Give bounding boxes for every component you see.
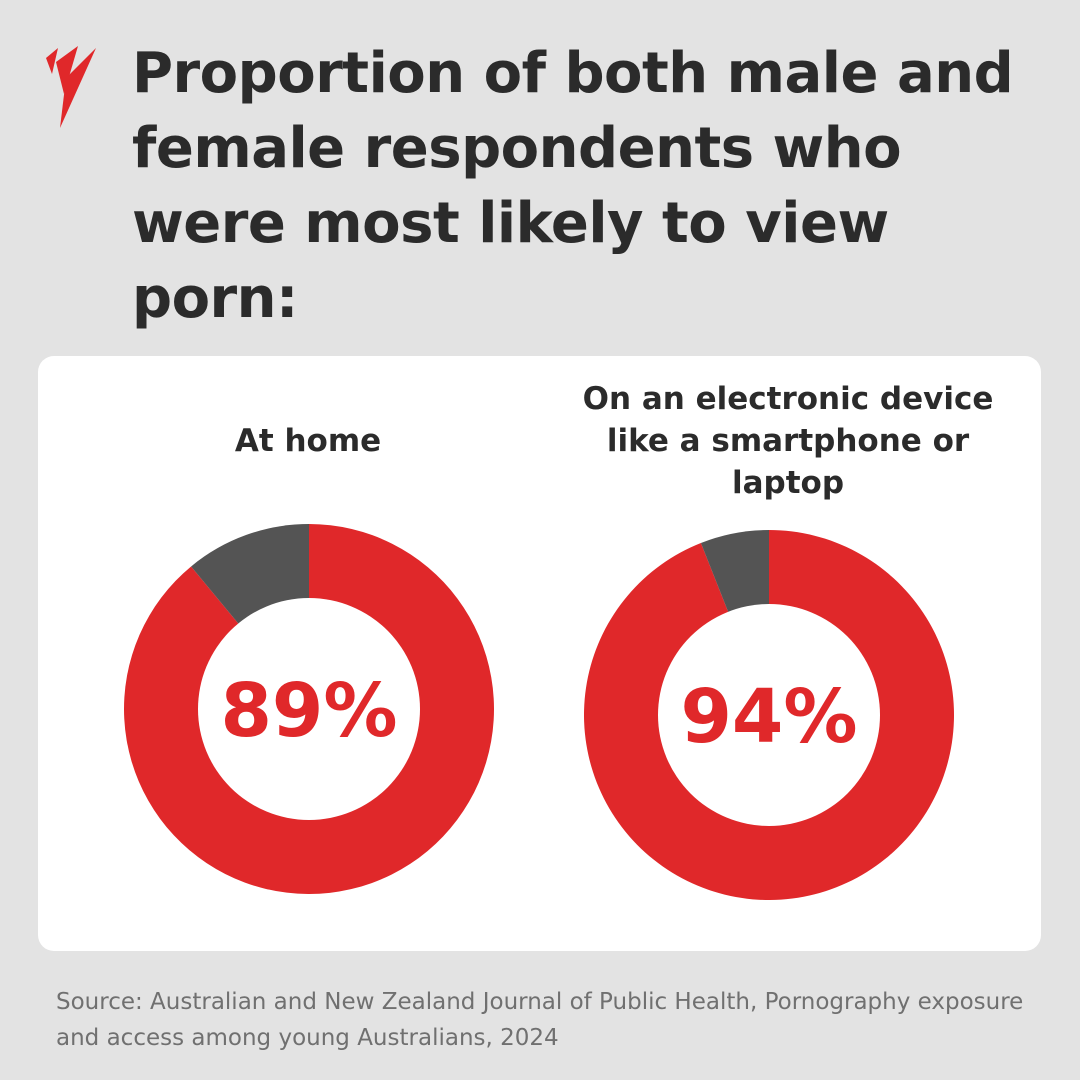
donut-hole — [198, 598, 420, 820]
chart-title-electronic-device: On an electronic device like a smartphon… — [582, 381, 994, 501]
donut-hole — [658, 604, 880, 826]
donut-chart-electronic-device: 94% — [584, 530, 954, 900]
source-note: Source: Australian and New Zealand Journ… — [56, 989, 1024, 1051]
page-title: Proportion of both male and female respo… — [132, 41, 1014, 331]
donut-value-label: 89% — [220, 668, 397, 754]
chart-title-at-home: At home — [234, 423, 382, 459]
sbs-logo-icon — [46, 46, 96, 128]
donut-value-label: 94% — [680, 674, 857, 760]
chart-card: At home On an electronic device like a s… — [38, 356, 1041, 951]
donut-chart-at-home: 89% — [124, 524, 494, 894]
